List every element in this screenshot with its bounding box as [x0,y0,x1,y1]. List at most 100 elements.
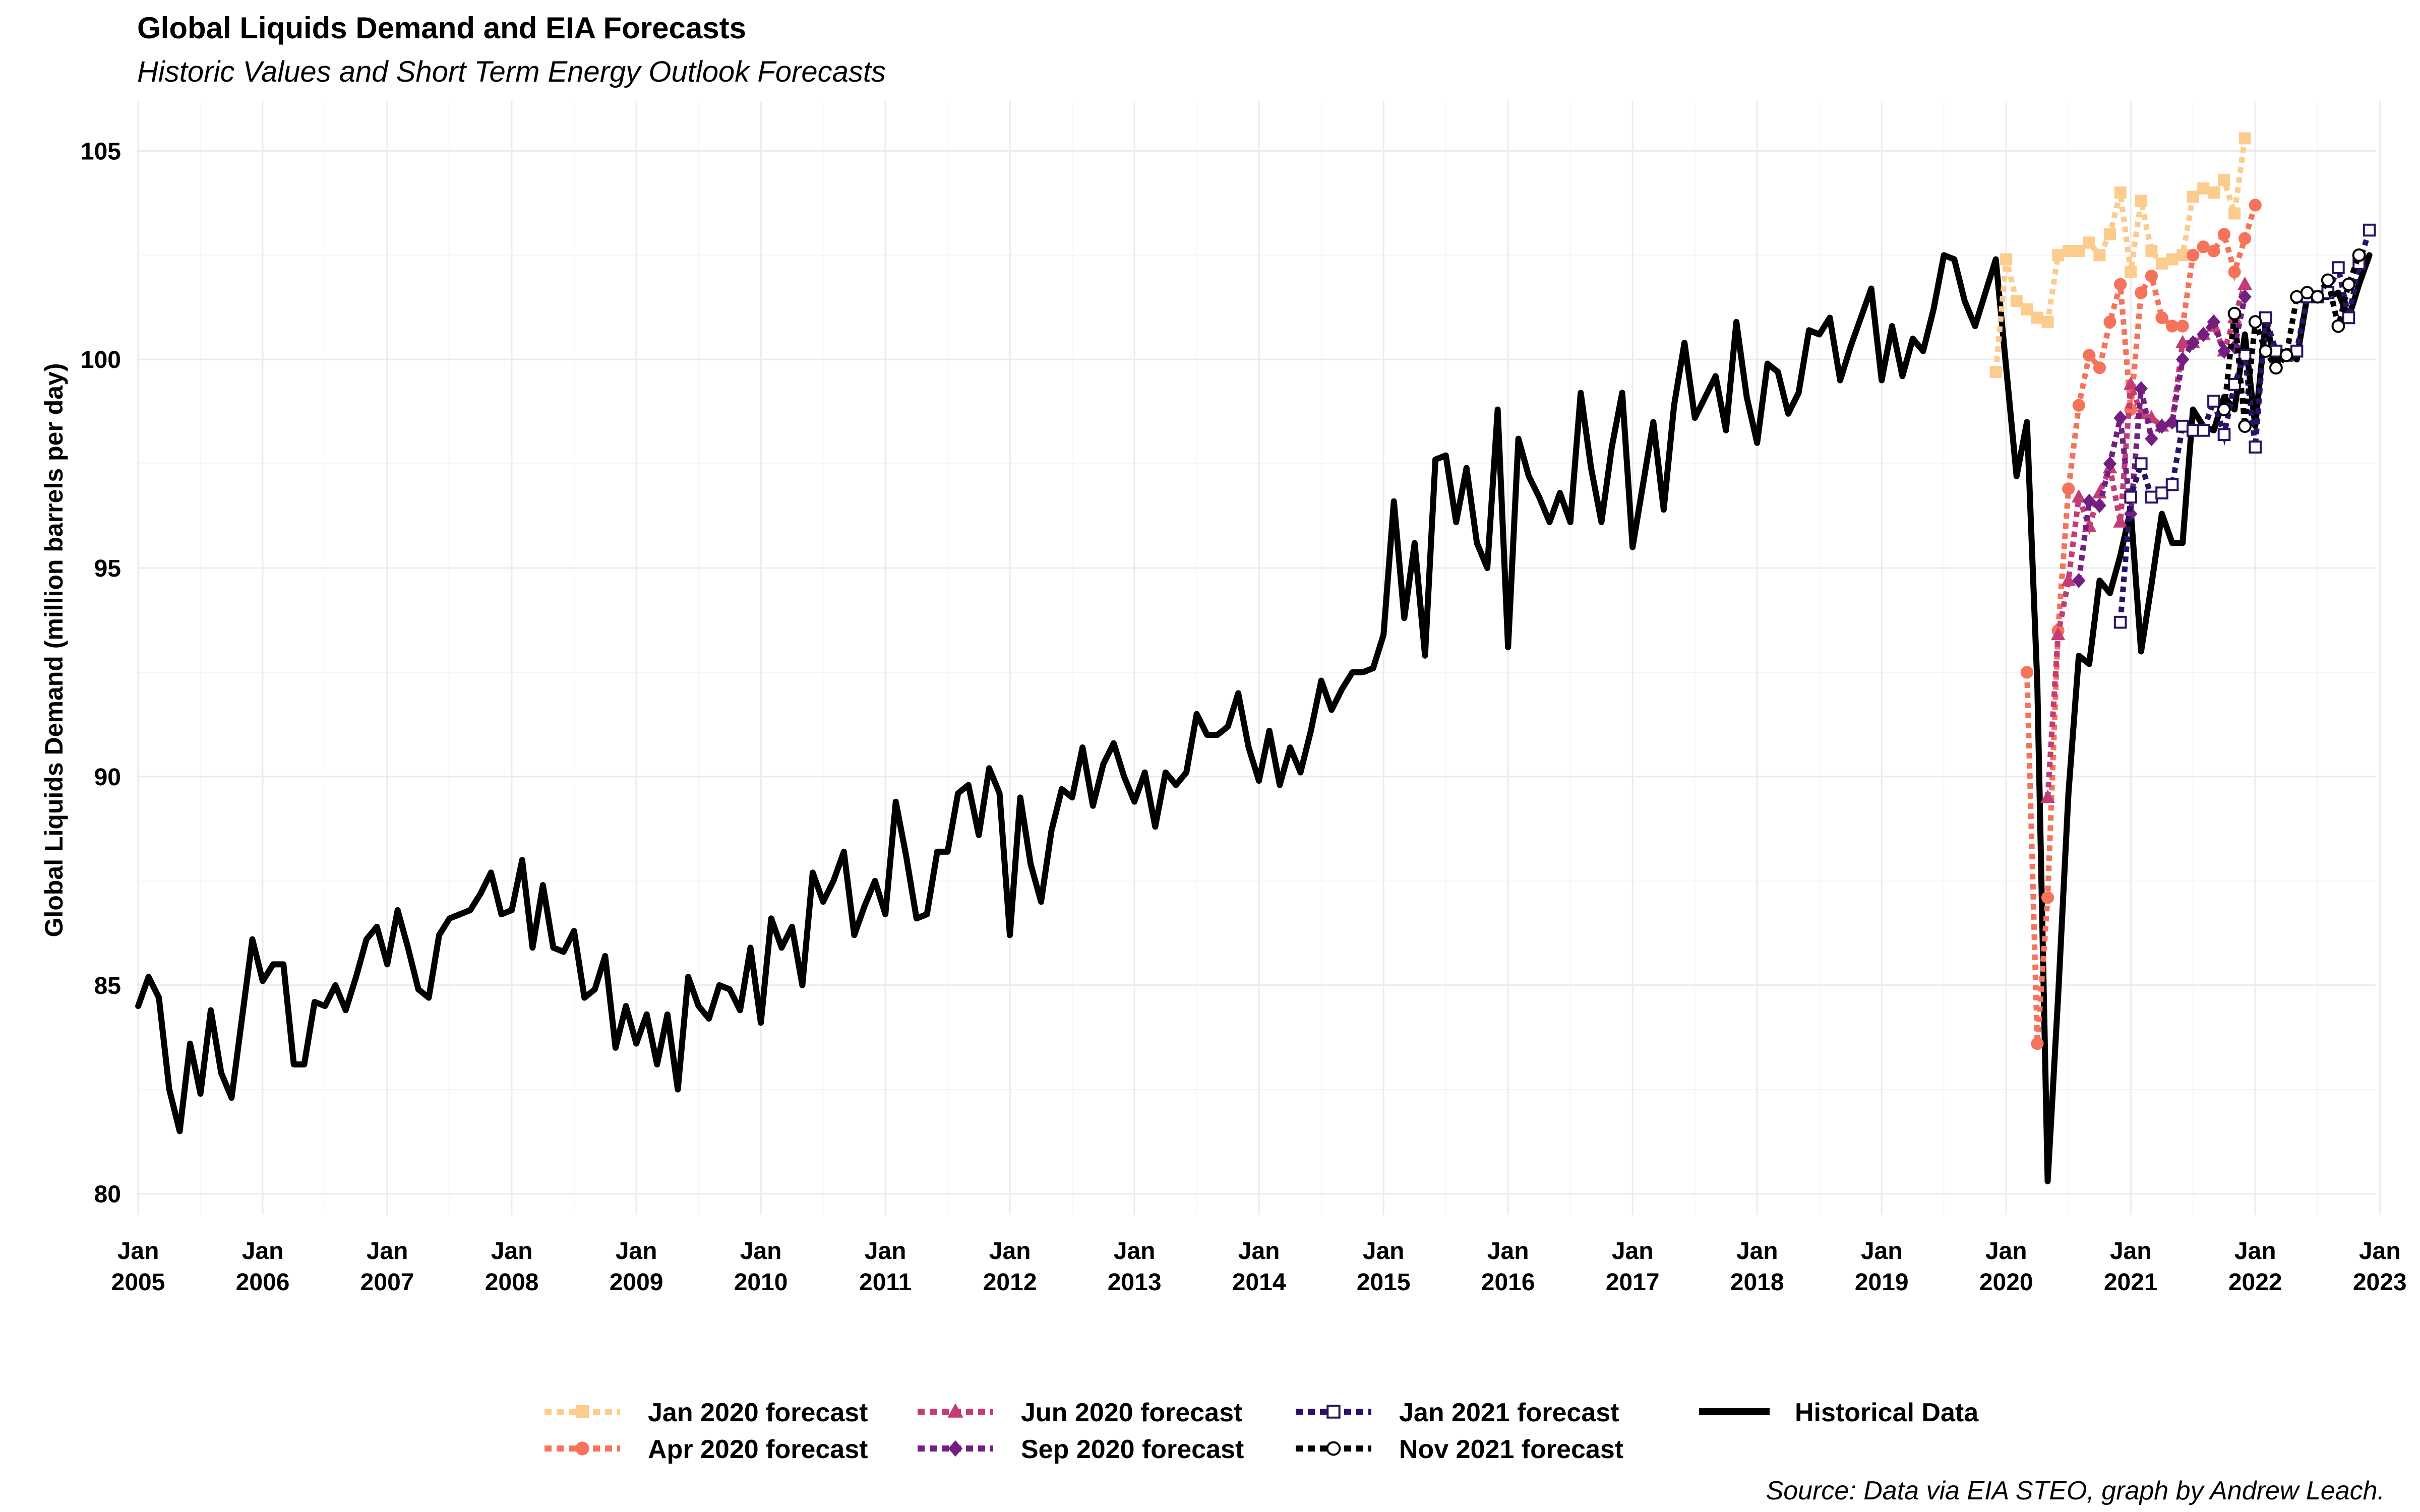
data-point [2041,891,2054,904]
data-point [2331,319,2345,333]
data-point [2228,207,2241,220]
data-point [2238,419,2252,433]
data-point [2072,573,2086,588]
historical-data-line [135,252,2373,1184]
data-point [2269,361,2283,375]
y-tick-label: 95 [94,555,121,582]
y-tick-label: 100 [81,347,121,373]
y-axis-label: Global Liquids Demand (million barrels p… [40,363,68,937]
data-point [2050,626,2066,641]
data-point [2031,1037,2044,1050]
data-point [2176,320,2189,333]
forecast-series-0 [1989,132,2251,379]
data-point [2093,361,2106,374]
x-tick-label: Jan 2018 [1730,1238,1784,1296]
data-point [2155,486,2168,499]
data-point [2217,228,2231,241]
forecast-series-1 [2020,199,2262,1050]
data-point [2197,424,2210,437]
data-point [2071,489,2086,503]
y-tick-label: 105 [81,138,121,165]
data-point [2083,349,2096,362]
x-tick-label: Jan 2007 [360,1238,414,1296]
plot-area [135,132,2376,1184]
legend-key-marker [575,1441,589,1456]
y-axis: 80 85 90 95 100 105 [81,138,121,1208]
data-point [2197,240,2210,254]
legend-label: Sep 2020 forecast [1021,1435,1244,1464]
data-point [2000,253,2013,266]
data-point [2217,403,2231,416]
data-point [2228,265,2241,278]
data-point [2311,290,2325,304]
data-point [2175,335,2190,348]
legend-item-1: Apr 2020 forecast [544,1435,868,1464]
data-point [2145,244,2158,257]
data-point [2332,261,2345,274]
data-point [2021,303,2033,316]
data-point [2238,349,2252,362]
data-point [1989,366,2002,379]
forecast-line [2045,283,2248,798]
data-point [2145,490,2158,504]
legend-key-marker [948,1440,963,1457]
x-tick-label: Jan 2005 [111,1238,165,1296]
data-point [2113,514,2128,528]
data-point [2218,174,2230,186]
legend: Jan 2020 forecast Apr 2020 forecast Jun 20… [544,1398,1979,1464]
x-tick-label: Jan 2013 [1108,1238,1162,1296]
chart-subtitle: Historic Values and Short Term Energy Ou… [137,55,886,88]
x-tick-label: Jan 2012 [983,1238,1037,1296]
data-point [2175,352,2190,367]
x-tick-label: Jan 2014 [1232,1238,1286,1296]
data-point [2114,186,2127,199]
data-point [2352,248,2366,262]
data-point [2104,228,2116,240]
data-point [2238,132,2251,145]
data-point [2166,253,2179,266]
data-point [2342,277,2355,291]
x-tick-label: Jan 2017 [1606,1238,1660,1296]
data-point [2207,395,2220,408]
data-point [2062,244,2075,257]
data-point [2113,410,2127,426]
chart-caption: Source: Data via EIA STEO, graph by Andr… [1766,1476,2385,1505]
data-point [2072,399,2085,412]
data-point [2249,199,2262,212]
x-tick-label: Jan 2022 [2228,1238,2282,1296]
data-point [2113,615,2127,629]
data-point [2010,295,2023,307]
legend-label: Jun 2020 forecast [1021,1398,1242,1427]
forecast-series-5 [2217,248,2366,433]
data-point [2145,270,2158,283]
data-point [2186,424,2200,437]
data-point [2259,344,2273,358]
data-point [2165,414,2179,430]
legend-item-historical: Historical Data [1699,1398,1979,1427]
legend-label: Apr 2020 forecast [648,1435,868,1464]
legend-label: Jan 2020 forecast [648,1398,868,1427]
data-point [2123,376,2138,390]
legend-item-2: Jun 2020 forecast [918,1398,1242,1427]
x-tick-label: Jan 2016 [1481,1238,1535,1296]
forecast-series-4 [2113,223,2376,629]
x-tick-label: Jan 2008 [485,1238,539,1296]
data-point [2342,311,2355,325]
data-point [2197,327,2210,342]
data-point [2363,223,2376,237]
data-point [2082,493,2096,509]
x-tick-label: Jan 2021 [2104,1238,2158,1296]
data-point [2061,573,2076,586]
data-point [2217,428,2231,441]
x-tick-label: Jan 2019 [1855,1238,1909,1296]
data-point [2207,314,2221,330]
data-point [2135,286,2148,299]
legend-key-marker [1326,1405,1341,1419]
legend-key-marker [947,1403,963,1418]
data-point [2040,789,2055,803]
data-point [2186,335,2200,351]
legend-key-marker [1326,1441,1341,1456]
x-axis: Jan 2005 Jan 2006 Jan 2007 Jan 2008 Jan 2009 Jan 20… [111,1238,2407,1296]
data-point [2124,490,2138,504]
data-point [2207,186,2220,199]
